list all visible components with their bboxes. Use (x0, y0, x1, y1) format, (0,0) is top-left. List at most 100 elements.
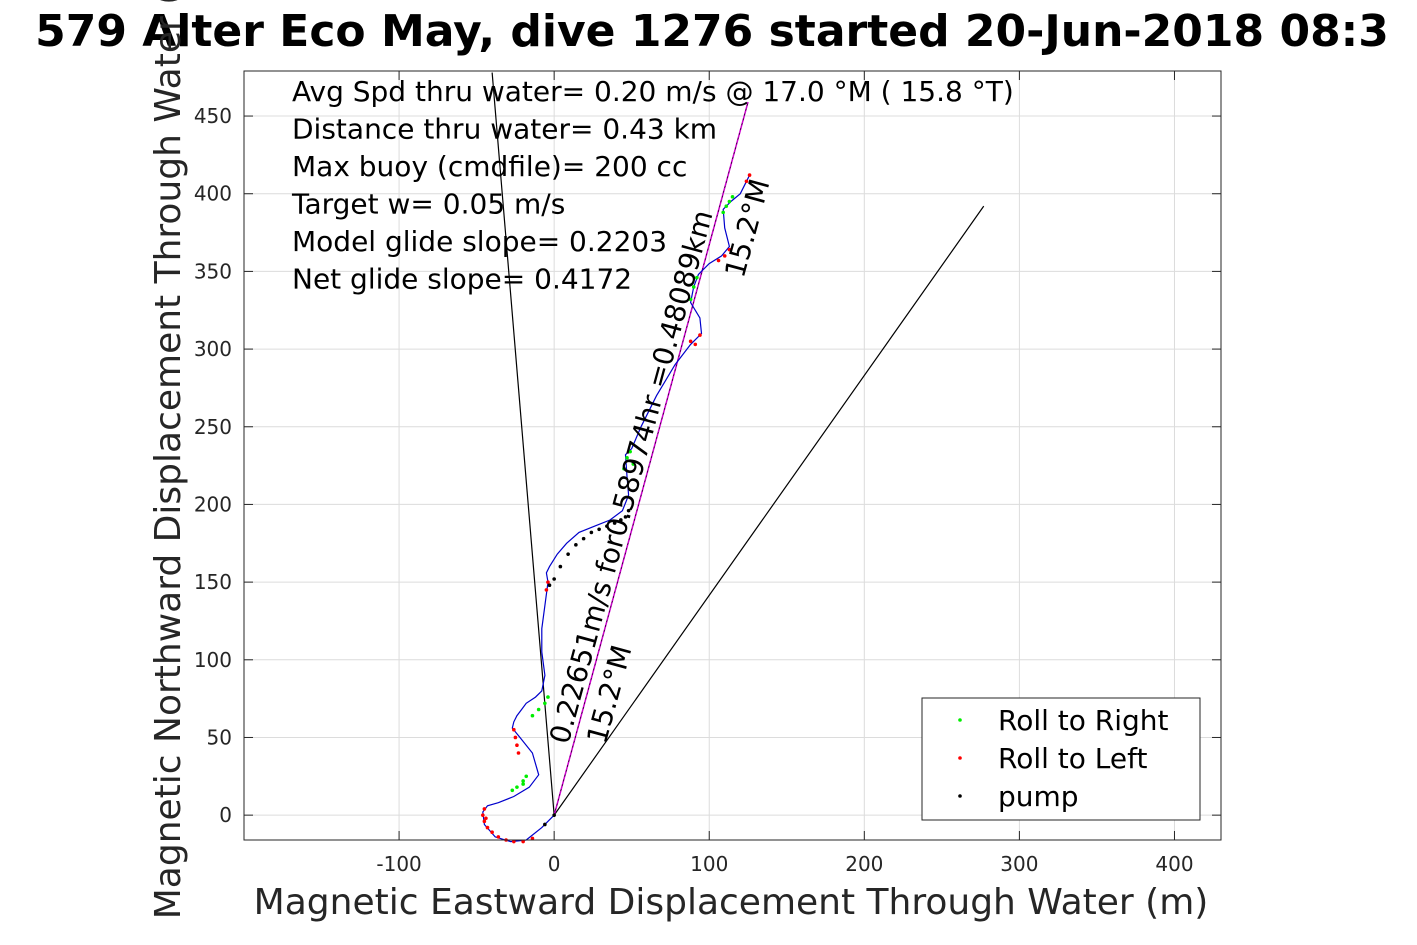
roll-right-point (730, 195, 735, 199)
pump-point (543, 822, 547, 827)
roll-right-point (543, 701, 547, 706)
y-tick-label: 100 (194, 648, 232, 672)
wedge-line (553, 205, 985, 816)
legend-label: Roll to Left (998, 742, 1147, 775)
pump-point (619, 518, 623, 522)
roll-left-point (521, 839, 525, 844)
legend-label: pump (998, 780, 1079, 813)
roll-right-point (510, 788, 515, 793)
legend-marker (958, 794, 962, 798)
pump-point (552, 577, 556, 581)
roll-right-point (631, 462, 636, 466)
roll-right-point (521, 779, 525, 783)
roll-right-point (546, 695, 550, 699)
y-tick-label: 200 (194, 492, 232, 516)
x-tick-label: -100 (376, 852, 421, 876)
roll-left-point (481, 813, 485, 817)
pump-point (623, 515, 628, 519)
roll-left-point (515, 743, 519, 748)
y-tick-label: 250 (194, 415, 232, 439)
roll-right-point (688, 297, 693, 302)
legend-marker (958, 756, 962, 760)
annotation-line: Net glide slope= 0.4172 (292, 263, 632, 296)
roll-left-point (512, 727, 516, 732)
roll-right-point (536, 707, 541, 712)
wedge-line (491, 72, 555, 816)
net-glide-line-overlay (553, 101, 749, 816)
annotation-line: Max buoy (cmdfile)= 200 cc (292, 150, 687, 183)
roll-left-point (727, 247, 732, 252)
legend-box (921, 697, 1201, 821)
line-labels: 0.22651m/s for0.58974hr =0.48089km15.2°M… (543, 175, 776, 747)
roll-left-point (544, 588, 549, 592)
y-tick-label: 350 (194, 259, 232, 283)
x-tick-label: 0 (548, 852, 561, 876)
pump-point (574, 543, 578, 547)
roll-left-point (484, 816, 488, 821)
roll-right-point (727, 199, 732, 204)
x-axis-label: Magnetic Eastward Displacement Through W… (254, 882, 1209, 923)
x-tick-label: 100 (690, 852, 728, 876)
pump-point (552, 813, 556, 817)
y-tick-label: 0 (219, 803, 232, 827)
plot-frame (243, 70, 1222, 841)
y-tick-label: 400 (194, 182, 232, 206)
legend-label: Roll to Right (998, 704, 1169, 737)
roll-left-point (482, 807, 487, 811)
markers (481, 173, 752, 844)
y-tick-label: 450 (194, 104, 232, 128)
roll-left-point (688, 339, 693, 344)
pump-point (581, 536, 586, 541)
roll-left-point (693, 342, 698, 347)
annotation-line: Avg Spd thru water= 0.20 m/s @ 17.0 °M (… (292, 75, 1014, 108)
pump-point (626, 508, 631, 513)
x-tick-label: 300 (1000, 852, 1038, 876)
annotation-line: Distance thru water= 0.43 km (292, 113, 717, 146)
roll-left-point (530, 836, 535, 841)
grid (244, 71, 1221, 840)
roll-right-point (628, 449, 632, 454)
roll-left-point (722, 254, 727, 258)
roll-right-point (695, 275, 699, 280)
roll-right-point (521, 782, 525, 786)
chart-title: 579 Alter Eco May, dive 1276 started 20-… (35, 6, 1389, 57)
pump-point (612, 521, 617, 525)
roll-left-point (496, 835, 501, 839)
reference-lines (491, 72, 985, 816)
pump-point (589, 530, 594, 535)
x-tick-label: 400 (1155, 852, 1193, 876)
roll-left-point (513, 735, 518, 740)
legend-marker (958, 718, 962, 722)
annotation-line: Model glide slope= 0.2203 (292, 225, 667, 258)
pump-point (547, 583, 552, 588)
axis-ticks: -100 0 100 200 300 400 0 50 100 150 200 250 300 350 40… (194, 71, 1221, 876)
roll-left-point (546, 580, 550, 584)
roll-left-point (744, 179, 749, 184)
roll-right-point (622, 466, 626, 471)
y-axis-label: Magnetic Northward Displacement Through … (148, 0, 189, 919)
annotation-line: Target w= 0.05 m/s (291, 188, 565, 221)
x-tick-label: 200 (845, 852, 883, 876)
y-tick-label: 50 (207, 725, 232, 749)
y-tick-label: 150 (194, 570, 232, 594)
roll-left-point (485, 825, 490, 830)
pump-point (605, 524, 609, 528)
roll-left-point (482, 819, 487, 824)
net-line-heading-label: 15.2°M (718, 175, 776, 281)
pump-point (558, 564, 563, 569)
roll-right-point (691, 285, 696, 289)
roll-right-point (721, 210, 725, 215)
roll-left-point (512, 839, 516, 844)
roll-right-point (625, 456, 629, 460)
legend: Roll to Right Roll to Left pump (921, 697, 1201, 821)
roll-right-point (530, 713, 535, 718)
roll-left-point (747, 173, 752, 177)
y-tick-label: 300 (194, 337, 232, 361)
pump-point (566, 552, 570, 556)
roll-left-point (716, 258, 721, 263)
annotations: Avg Spd thru water= 0.20 m/s @ 17.0 °M (… (291, 75, 1014, 296)
roll-left-point (490, 830, 494, 835)
roll-right-point (524, 774, 529, 779)
pump-point (597, 527, 601, 532)
